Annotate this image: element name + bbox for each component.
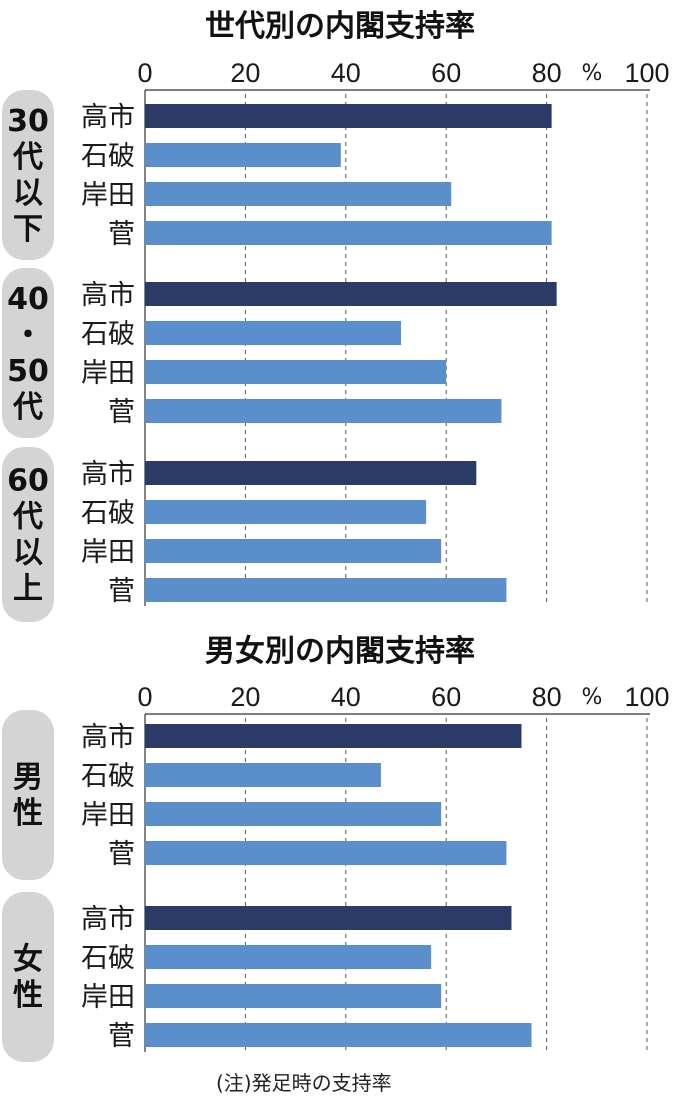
chart1-title: 世代別の内閣支持率 — [205, 9, 475, 44]
chart2-category-label: 岸田 — [81, 982, 135, 1013]
chart2-x-tick-label: 40 — [331, 682, 361, 712]
chart2-category-label: 石破 — [81, 761, 135, 792]
chart1-category-label: 高市 — [81, 280, 135, 311]
chart1-category-label: 菅 — [108, 219, 135, 250]
chart2-bar — [145, 984, 442, 1008]
chart2-bar — [145, 841, 507, 865]
chart2-group-label-char: 女 — [13, 942, 43, 977]
chart1-category-label: 岸田 — [81, 358, 135, 389]
chart1-bar — [145, 221, 552, 245]
chart2-category-label: 石破 — [81, 943, 135, 974]
chart2-unit-label: % — [582, 685, 603, 710]
chart1-x-tick-label: 20 — [230, 58, 260, 88]
chart1-x-tick-label: 40 — [331, 58, 361, 88]
chart1-group-label-char: 代 — [12, 500, 43, 535]
chart1-bar — [145, 182, 452, 206]
chart1-category-label: 岸田 — [81, 537, 135, 568]
chart2-category-label: 菅 — [108, 1021, 135, 1052]
chart1-group-label-box — [2, 447, 54, 622]
chart2-bar — [145, 945, 432, 969]
chart1-category-label: 高市 — [81, 102, 135, 133]
chart2-x-tick-label: 0 — [137, 682, 152, 712]
chart2-bar — [145, 763, 381, 787]
chart2-bar — [145, 802, 442, 826]
chart1-group-label-char: 50 — [7, 354, 49, 389]
chart2-bar — [145, 906, 512, 930]
chart1-bar — [145, 104, 552, 128]
chart1-bar — [145, 461, 477, 485]
chart2-bar — [145, 1023, 532, 1047]
chart2-x-tick-label: 80 — [532, 682, 562, 712]
chart1-category-label: 石破 — [81, 141, 135, 172]
chart1-group-label-char: 40 — [7, 282, 49, 317]
chart1-x-tick-label: 60 — [431, 58, 461, 88]
chart1-bar — [145, 143, 341, 167]
chart2-group-label-box — [2, 892, 54, 1062]
chart1-bar — [145, 282, 557, 306]
chart2-category-label: 菅 — [108, 839, 135, 870]
chart2-group-label-char: 性 — [13, 978, 43, 1013]
chart2-bar — [145, 724, 522, 748]
chart1-category-label: 高市 — [81, 459, 135, 490]
chart1-x-tick-label: 0 — [137, 58, 152, 88]
chart2-category-label: 高市 — [81, 722, 135, 753]
chart2-group-label-box — [2, 710, 54, 880]
footnote: (注)発足時の支持率 — [216, 1071, 392, 1095]
chart2-category-label: 高市 — [81, 904, 135, 935]
chart1-category-label: 石破 — [81, 498, 135, 529]
chart1-group-label-char: 以 — [13, 176, 43, 211]
chart1-group-label-char: 代 — [12, 140, 43, 175]
chart1-category-label: 岸田 — [81, 180, 135, 211]
chart1-group-label-box — [2, 90, 54, 260]
chart1-group-label-char: 60 — [7, 464, 49, 499]
chart1-bar — [145, 500, 427, 524]
chart1-category-label: 菅 — [108, 576, 135, 607]
chart1-group-label-char: ・ — [13, 318, 43, 353]
chart1-bar — [145, 578, 507, 602]
chart2-x-tick-label: 100 — [624, 682, 669, 712]
chart1-group-label-char: 代 — [12, 390, 43, 425]
chart2-group-label-char: 男 — [13, 760, 43, 795]
chart1-bar — [145, 539, 442, 563]
chart1-category-label: 菅 — [108, 397, 135, 428]
chart2-title: 男女別の内閣支持率 — [205, 634, 475, 669]
chart1-group-label-char: 以 — [13, 536, 43, 571]
chart1-group-label-char: 上 — [13, 572, 43, 607]
chart1-group-label-char: 下 — [13, 212, 43, 247]
chart2-category-label: 岸田 — [81, 800, 135, 831]
chart1-category-label: 石破 — [81, 319, 135, 350]
chart2-group-label-char: 性 — [13, 796, 43, 831]
chart2-x-tick-label: 20 — [230, 682, 260, 712]
chart1-unit-label: % — [582, 61, 603, 86]
chart1-bar — [145, 360, 447, 384]
chart1-group-label-box — [2, 268, 54, 438]
chart1-bar — [145, 321, 402, 345]
chart1-x-tick-label: 80 — [532, 58, 562, 88]
chart1-group-label-char: 30 — [7, 104, 49, 139]
chart2-x-tick-label: 60 — [431, 682, 461, 712]
chart1-x-tick-label: 100 — [624, 58, 669, 88]
chart1-bar — [145, 399, 502, 423]
